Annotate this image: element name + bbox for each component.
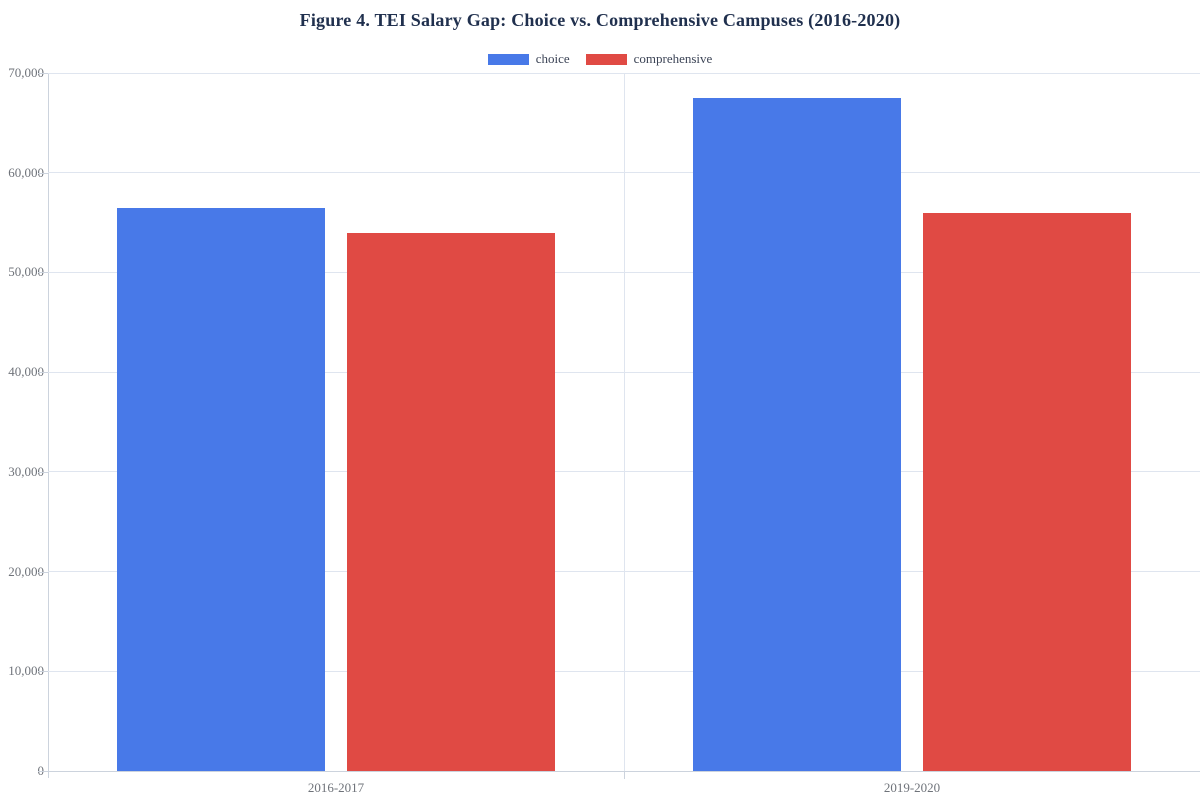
chart-legend: choice comprehensive — [0, 51, 1200, 67]
legend-label: comprehensive — [633, 51, 713, 66]
y-tick-label: 40,000 — [8, 364, 44, 380]
y-axis-tick — [38, 172, 48, 174]
y-axis-tick — [38, 471, 48, 473]
plot-area — [48, 72, 1200, 771]
x-axis-tick — [623, 771, 625, 779]
chart-title: Figure 4. TEI Salary Gap: Choice vs. Com… — [299, 10, 901, 30]
legend-swatch-choice — [487, 53, 529, 65]
bar-choice-2016-2017[interactable] — [117, 207, 325, 771]
legend-swatch-comprehensive — [585, 53, 627, 65]
legend-item-comprehensive[interactable]: comprehensive — [585, 51, 713, 67]
bar-comprehensive-2019-2020[interactable] — [923, 212, 1131, 771]
y-axis-tick — [38, 372, 48, 374]
y-tick-label: 30,000 — [8, 463, 44, 479]
x-tick-label: 2016-2017 — [307, 780, 365, 795]
y-tick-label: 50,000 — [8, 264, 44, 280]
legend-label: choice — [535, 51, 570, 66]
y-tick-label: 60,000 — [8, 164, 44, 180]
legend-item-choice[interactable]: choice — [487, 51, 570, 67]
y-tick-label: 70,000 — [8, 65, 44, 80]
bar-comprehensive-2016-2017[interactable] — [347, 232, 555, 771]
y-axis-tick — [38, 771, 48, 772]
y-tick-label: 0 — [0, 764, 45, 778]
y-axis-tick — [38, 272, 48, 274]
y-tick-label: 20,000 — [8, 563, 44, 579]
y-axis-tick — [38, 73, 48, 74]
y-axis-tick — [38, 571, 48, 573]
v-gridline — [623, 73, 625, 771]
x-tick-label: 2019-2020 — [883, 780, 941, 795]
y-axis-tick — [38, 671, 48, 673]
y-axis-line — [48, 73, 49, 778]
bar-choice-2019-2020[interactable] — [693, 97, 901, 771]
y-tick-label: 10,000 — [8, 663, 44, 679]
